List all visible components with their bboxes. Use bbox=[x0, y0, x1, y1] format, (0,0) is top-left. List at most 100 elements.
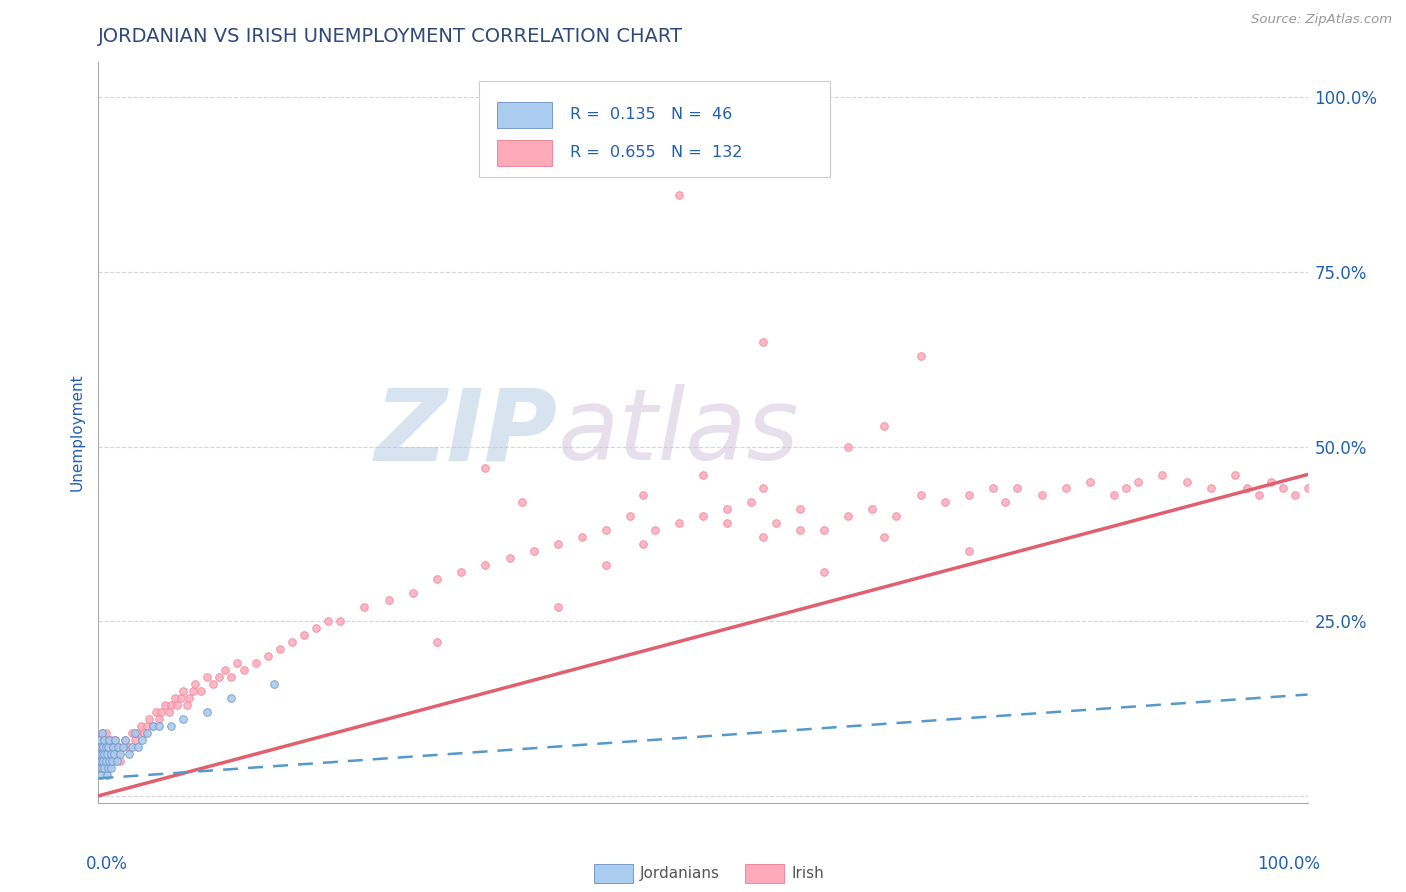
Point bbox=[1007, 482, 1029, 496]
Point bbox=[181, 684, 204, 698]
Point bbox=[353, 600, 375, 615]
Point bbox=[105, 754, 128, 768]
Point bbox=[150, 705, 173, 719]
Point bbox=[426, 635, 449, 649]
Point bbox=[172, 684, 194, 698]
FancyBboxPatch shape bbox=[498, 140, 551, 166]
Point bbox=[89, 733, 111, 747]
Point bbox=[127, 726, 149, 740]
Point bbox=[208, 670, 231, 684]
Point bbox=[93, 761, 115, 775]
Point bbox=[195, 670, 218, 684]
Point bbox=[97, 761, 120, 775]
Point bbox=[179, 691, 201, 706]
Point bbox=[837, 440, 859, 454]
Point bbox=[263, 677, 285, 691]
Point bbox=[100, 747, 122, 761]
Text: Jordanians: Jordanians bbox=[640, 865, 720, 880]
Point bbox=[426, 572, 449, 586]
Point bbox=[292, 628, 315, 642]
Point bbox=[910, 349, 932, 363]
Point bbox=[631, 537, 654, 551]
Point bbox=[1260, 475, 1282, 489]
Point bbox=[269, 642, 291, 657]
Text: Source: ZipAtlas.com: Source: ZipAtlas.com bbox=[1251, 13, 1392, 27]
Point bbox=[789, 524, 811, 538]
Point bbox=[91, 754, 114, 768]
Point bbox=[595, 524, 617, 538]
Point bbox=[1078, 475, 1101, 489]
Point bbox=[89, 747, 111, 761]
Point bbox=[101, 739, 124, 754]
Point bbox=[160, 698, 183, 712]
Point bbox=[100, 761, 122, 775]
Point bbox=[100, 733, 122, 747]
Point bbox=[89, 761, 111, 775]
Point bbox=[118, 747, 141, 761]
Point bbox=[202, 677, 225, 691]
Point bbox=[716, 502, 738, 516]
Point bbox=[994, 495, 1017, 509]
Point bbox=[619, 509, 641, 524]
Point bbox=[111, 739, 134, 754]
Point bbox=[226, 656, 249, 670]
Point bbox=[571, 530, 593, 544]
Point bbox=[305, 621, 328, 635]
Point bbox=[1115, 482, 1137, 496]
Point bbox=[1054, 482, 1077, 496]
Point bbox=[91, 754, 114, 768]
Point bbox=[214, 663, 236, 677]
Point bbox=[118, 739, 141, 754]
Point bbox=[131, 733, 153, 747]
Point bbox=[873, 418, 896, 433]
Point bbox=[91, 726, 114, 740]
Point bbox=[752, 530, 775, 544]
Point bbox=[692, 467, 714, 482]
Text: Irish: Irish bbox=[792, 865, 824, 880]
FancyBboxPatch shape bbox=[745, 864, 785, 883]
Point bbox=[104, 733, 127, 747]
Point bbox=[1031, 488, 1053, 502]
Point bbox=[91, 739, 114, 754]
Point bbox=[281, 635, 304, 649]
Point bbox=[910, 488, 932, 502]
Text: R =  0.655   N =  132: R = 0.655 N = 132 bbox=[569, 145, 742, 161]
Point bbox=[134, 726, 156, 740]
Point bbox=[886, 509, 908, 524]
Point bbox=[1128, 475, 1150, 489]
Point bbox=[547, 537, 569, 551]
Text: atlas: atlas bbox=[558, 384, 800, 481]
Point bbox=[91, 733, 114, 747]
Point bbox=[93, 747, 115, 761]
Point bbox=[91, 747, 114, 761]
Point bbox=[644, 524, 666, 538]
Point bbox=[402, 586, 425, 600]
Point bbox=[316, 614, 339, 628]
Point bbox=[124, 733, 146, 747]
Point bbox=[377, 593, 399, 607]
Point bbox=[90, 761, 112, 775]
Point bbox=[98, 754, 121, 768]
Point bbox=[96, 768, 118, 782]
Point bbox=[1236, 482, 1258, 496]
Point bbox=[145, 705, 167, 719]
Point bbox=[93, 761, 115, 775]
Point bbox=[148, 719, 170, 733]
Point bbox=[813, 566, 835, 580]
Point bbox=[148, 712, 170, 726]
Point bbox=[474, 460, 496, 475]
Point bbox=[142, 719, 165, 733]
Point bbox=[837, 509, 859, 524]
Point bbox=[934, 495, 956, 509]
Point bbox=[752, 482, 775, 496]
Point bbox=[93, 739, 115, 754]
Point bbox=[873, 530, 896, 544]
Point bbox=[195, 705, 218, 719]
Point bbox=[221, 670, 243, 684]
Point bbox=[97, 761, 120, 775]
Point bbox=[90, 754, 112, 768]
Y-axis label: Unemployment: Unemployment bbox=[69, 374, 84, 491]
Point bbox=[100, 754, 122, 768]
Point bbox=[96, 733, 118, 747]
Point bbox=[450, 566, 472, 580]
